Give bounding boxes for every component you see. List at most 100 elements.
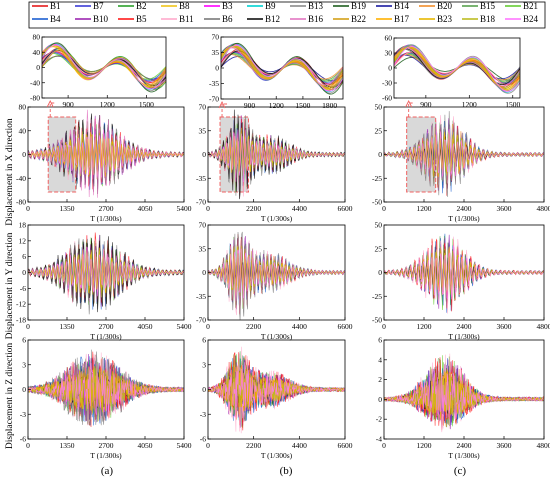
zoom-connector-x-a (49, 102, 57, 117)
chart-x-c: 0 1200 2400 3600 4800 -50 -25 0 25 50 T (1/300s) (372, 103, 550, 224)
legend-label-b10: B10 (93, 14, 109, 24)
y-tick-label-y-a: 18 (19, 221, 27, 230)
y-tick-label-zoom-c: -30 (382, 79, 392, 88)
y-tick-label-y-a: -6 (20, 284, 26, 293)
series-b24-z-c (384, 370, 544, 421)
x-axis-label-x-a: T (1/300s) (90, 214, 122, 223)
y-tick-label-z-b: 6 (202, 336, 206, 345)
legend-label-b20: B20 (437, 1, 453, 11)
x-tick-label-y-c: 2400 (457, 322, 472, 331)
series-b14-zoom-c (394, 54, 520, 80)
legend-label-b11: B11 (179, 14, 194, 24)
x-axis-label-x-b: T (1/300s) (261, 214, 293, 223)
y-tick-label-z-c: 0 (378, 395, 382, 404)
y-tick-label-y-a: 12 (19, 236, 27, 245)
x-tick-label-z-a: 1350 (60, 441, 75, 450)
x-tick-label-zoom-b: 900 (244, 101, 256, 110)
chart-z-b: 0 2200 4400 6600 -6 -3 0 3 6 T (1/300s) (200, 336, 353, 461)
x-tick-label-y-c: 0 (382, 322, 386, 331)
series-b24-zoom-c (394, 46, 520, 92)
y-tick-label-z-c: -2 (376, 415, 382, 424)
legend-frame (28, 1, 546, 29)
y-tick-label-zoom-a: 0 (36, 63, 40, 72)
x-tick-label-z-a: 5400 (177, 441, 192, 450)
x-tick-label-z-a: 2700 (99, 441, 114, 450)
chart-y-b: 0 2200 4400 6600 -70 -35 0 35 70 T (1/300s) (196, 221, 353, 342)
y-tick-label-zoom-c: -60 (382, 94, 392, 103)
legend-label-b12: B12 (265, 14, 280, 24)
x-tick-label-z-b: 4400 (292, 441, 307, 450)
y-tick-label-zoom-c: 0 (388, 64, 392, 73)
series-b24-zoom-b (221, 44, 343, 92)
y-tick-label-zoom-b: 70 (212, 33, 220, 42)
series-b24-x-a (28, 129, 184, 180)
y-tick-label-y-b: -35 (196, 292, 206, 301)
x-axis-label-y-b: T (1/300s) (261, 332, 293, 341)
series-b20-zoom-c (394, 54, 520, 81)
y-tick-label-x-b: -35 (196, 174, 206, 183)
y-tick-label-y-c: -50 (372, 316, 382, 325)
y-axis-label-z-direction: Displacement in Z direction (5, 343, 15, 450)
y-tick-label-z-a: -6 (20, 435, 26, 444)
legend-label-b9: B9 (265, 1, 276, 11)
y-axis-label-y-direction: Displacement in Y direction (5, 232, 15, 339)
y-tick-label-zoom-b: 35 (212, 48, 220, 57)
y-tick-label-x-c: -25 (372, 174, 382, 183)
series-b24-x-c (384, 129, 544, 177)
y-tick-label-y-a: 0 (22, 268, 26, 277)
x-tick-label-y-b: 2200 (246, 322, 261, 331)
y-tick-label-z-c: 2 (378, 375, 382, 384)
x-axis-label-y-c: T (1/300s) (448, 332, 480, 341)
y-tick-label-z-b: 3 (202, 360, 206, 369)
legend-label-b22: B22 (351, 14, 366, 24)
x-tick-label-y-b: 4400 (292, 322, 307, 331)
zoom-connector-x-c (408, 102, 415, 117)
x-tick-label-z-a: 0 (26, 441, 30, 450)
x-axis-label-z-b: T (1/300s) (261, 451, 293, 460)
y-tick-label-z-c: 4 (378, 355, 382, 364)
legend-label-b16: B16 (308, 14, 324, 24)
x-tick-label-x-a: 5400 (177, 204, 192, 213)
y-tick-label-z-a: 6 (22, 336, 26, 345)
series-b20-zoom-b (221, 54, 343, 80)
chart-zoom-c: 900 1200 1500 -60 -30 0 30 60 (382, 34, 521, 110)
y-tick-label-y-c: 50 (375, 221, 383, 230)
x-tick-label-y-b: 6600 (338, 322, 353, 331)
y-tick-label-y-c: -25 (372, 292, 382, 301)
x-axis-label-y-a: T (1/300s) (90, 332, 122, 341)
series-b24-z-b (208, 364, 345, 418)
x-tick-label-z-c: 0 (382, 441, 386, 450)
x-tick-label-zoom-b: 1500 (295, 101, 310, 110)
legend-label-b8: B8 (179, 1, 190, 11)
x-tick-label-y-c: 3600 (497, 322, 512, 331)
legend-label-b15: B15 (480, 1, 496, 11)
legend-label-b6: B6 (222, 14, 233, 24)
chart-z-a: 0 1350 2700 4050 5400 -6 -3 0 3 6 T (1/300s) (20, 336, 192, 461)
chart-z-c: 0 1200 2400 3600 4800 -4 -2 0 2 4 6 T (1/300s) (376, 336, 550, 461)
chart-y-c: 0 1200 2400 3600 4800 -50 -25 0 25 50 T (1/300s) (372, 221, 550, 342)
x-tick-label-x-c: 1200 (417, 204, 432, 213)
legend-label-b14: B14 (394, 1, 410, 11)
x-tick-label-x-b: 0 (206, 204, 210, 213)
y-tick-label-x-c: 50 (375, 103, 383, 112)
series-b24-y-a (28, 245, 184, 297)
x-tick-label-zoom-c: 1500 (505, 100, 520, 109)
y-tick-label-z-b: -6 (200, 435, 206, 444)
y-tick-label-x-a: 0 (22, 150, 26, 159)
zoom-connector-x-b (221, 103, 229, 117)
y-tick-label-y-a: -12 (16, 300, 26, 309)
legend-label-b2: B2 (136, 1, 147, 11)
x-tick-label-z-c: 2400 (457, 441, 472, 450)
y-tick-label-x-c: -50 (372, 198, 382, 207)
chart-x-b: 0 2200 4400 6600 -70 -35 0 35 70 T (1/300s) (196, 103, 353, 224)
zoom-connectors (46, 99, 415, 117)
y-tick-label-x-a: 80 (19, 103, 27, 112)
x-tick-label-x-c: 3600 (497, 204, 512, 213)
zoom-arrow-x-b (218, 100, 226, 109)
x-tick-label-y-a: 4050 (138, 322, 153, 331)
x-tick-label-y-a: 1350 (60, 322, 75, 331)
legend-label-b18: B18 (480, 14, 496, 24)
series-b14-y-c (384, 238, 544, 305)
x-tick-label-x-b: 2200 (246, 204, 261, 213)
